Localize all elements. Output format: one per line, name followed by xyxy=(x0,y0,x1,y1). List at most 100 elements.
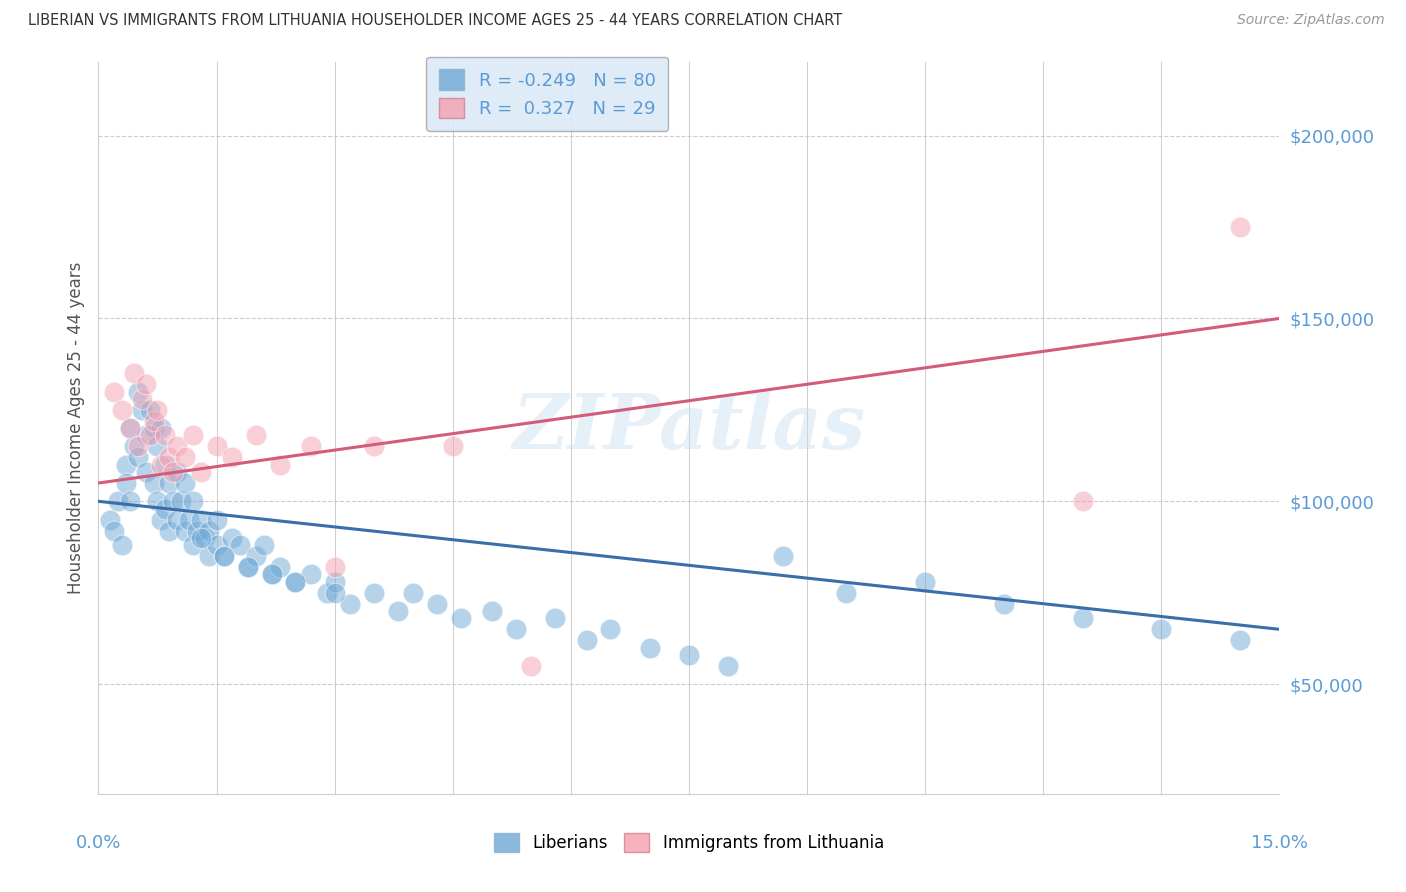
Point xyxy=(174,524,197,538)
Point xyxy=(315,585,337,599)
Point xyxy=(1229,219,1251,234)
Legend: Liberians, Immigrants from Lithuania: Liberians, Immigrants from Lithuania xyxy=(488,826,890,859)
Point xyxy=(190,465,212,479)
Point xyxy=(245,549,267,564)
Point xyxy=(107,494,129,508)
Point xyxy=(229,538,252,552)
Point xyxy=(162,494,184,508)
Point xyxy=(146,494,169,508)
Point xyxy=(205,512,228,526)
Point xyxy=(98,512,121,526)
Y-axis label: Householder Income Ages 25 - 44 years: Householder Income Ages 25 - 44 years xyxy=(66,262,84,594)
Point xyxy=(166,439,188,453)
Point xyxy=(174,475,197,490)
Point xyxy=(450,611,472,625)
Point xyxy=(115,475,138,490)
Point xyxy=(181,494,204,508)
Point xyxy=(135,377,157,392)
Point xyxy=(299,439,322,453)
Point xyxy=(166,465,188,479)
Point xyxy=(157,450,180,465)
Point xyxy=(221,531,243,545)
Point xyxy=(269,458,291,472)
Point xyxy=(236,560,259,574)
Point xyxy=(115,458,138,472)
Text: 0.0%: 0.0% xyxy=(76,834,121,852)
Point xyxy=(142,421,165,435)
Point xyxy=(157,524,180,538)
Point xyxy=(103,384,125,399)
Point xyxy=(481,604,503,618)
Point xyxy=(678,648,700,662)
Point xyxy=(150,512,173,526)
Point xyxy=(155,428,177,442)
Point xyxy=(142,414,165,428)
Point xyxy=(205,439,228,453)
Point xyxy=(190,531,212,545)
Point xyxy=(1071,611,1094,625)
Point xyxy=(1071,494,1094,508)
Text: Source: ZipAtlas.com: Source: ZipAtlas.com xyxy=(1237,13,1385,28)
Point xyxy=(914,574,936,589)
Point xyxy=(638,640,661,655)
Point xyxy=(118,494,141,508)
Point xyxy=(260,567,283,582)
Point xyxy=(135,428,157,442)
Point xyxy=(170,494,193,508)
Point xyxy=(520,658,543,673)
Point xyxy=(544,611,567,625)
Point xyxy=(162,465,184,479)
Point xyxy=(142,475,165,490)
Point xyxy=(150,458,173,472)
Point xyxy=(339,597,361,611)
Point xyxy=(118,421,141,435)
Point xyxy=(426,597,449,611)
Point xyxy=(441,439,464,453)
Point xyxy=(269,560,291,574)
Point xyxy=(835,585,858,599)
Point xyxy=(103,524,125,538)
Text: LIBERIAN VS IMMIGRANTS FROM LITHUANIA HOUSEHOLDER INCOME AGES 25 - 44 YEARS CORR: LIBERIAN VS IMMIGRANTS FROM LITHUANIA HO… xyxy=(28,13,842,29)
Point xyxy=(993,597,1015,611)
Point xyxy=(214,549,236,564)
Point xyxy=(214,549,236,564)
Point xyxy=(323,585,346,599)
Point xyxy=(186,524,208,538)
Point xyxy=(363,439,385,453)
Point xyxy=(131,392,153,406)
Point xyxy=(197,549,219,564)
Point xyxy=(146,439,169,453)
Point xyxy=(135,465,157,479)
Point xyxy=(150,421,173,435)
Point xyxy=(127,439,149,453)
Text: 15.0%: 15.0% xyxy=(1251,834,1308,852)
Point xyxy=(111,402,134,417)
Point xyxy=(236,560,259,574)
Point xyxy=(717,658,740,673)
Point xyxy=(181,538,204,552)
Point xyxy=(284,574,307,589)
Point xyxy=(127,450,149,465)
Point xyxy=(157,475,180,490)
Point xyxy=(122,439,145,453)
Point xyxy=(131,402,153,417)
Point xyxy=(1229,633,1251,648)
Point xyxy=(197,524,219,538)
Point xyxy=(138,428,160,442)
Point xyxy=(599,623,621,637)
Point xyxy=(194,531,217,545)
Point xyxy=(111,538,134,552)
Point xyxy=(387,604,409,618)
Point xyxy=(205,538,228,552)
Point xyxy=(505,623,527,637)
Point xyxy=(323,560,346,574)
Point xyxy=(299,567,322,582)
Point xyxy=(138,402,160,417)
Point xyxy=(323,574,346,589)
Point xyxy=(155,458,177,472)
Point xyxy=(155,501,177,516)
Point xyxy=(260,567,283,582)
Point xyxy=(245,428,267,442)
Point xyxy=(118,421,141,435)
Point xyxy=(363,585,385,599)
